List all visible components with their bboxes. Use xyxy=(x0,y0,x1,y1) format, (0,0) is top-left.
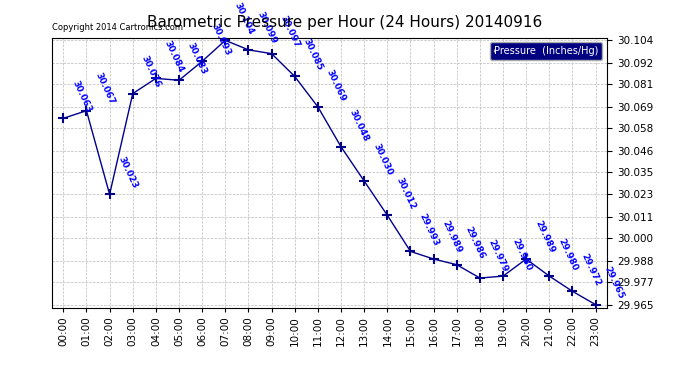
Text: Barometric Pressure per Hour (24 Hours) 20140916: Barometric Pressure per Hour (24 Hours) … xyxy=(148,15,542,30)
Text: 29.993: 29.993 xyxy=(417,212,440,247)
Text: 29.979: 29.979 xyxy=(487,238,510,274)
Text: 30.099: 30.099 xyxy=(255,10,278,46)
Text: 29.986: 29.986 xyxy=(464,225,486,261)
Legend: Pressure  (Inches/Hg): Pressure (Inches/Hg) xyxy=(490,42,602,60)
Text: 30.063: 30.063 xyxy=(70,79,93,114)
Text: 29.965: 29.965 xyxy=(602,265,625,300)
Text: 30.097: 30.097 xyxy=(279,14,302,50)
Text: 30.084: 30.084 xyxy=(163,39,186,74)
Text: 30.023: 30.023 xyxy=(117,155,139,190)
Text: 29.989: 29.989 xyxy=(533,219,556,255)
Text: 30.067: 30.067 xyxy=(93,72,116,106)
Text: 30.104: 30.104 xyxy=(233,1,255,36)
Text: 30.048: 30.048 xyxy=(348,108,371,142)
Text: 30.030: 30.030 xyxy=(371,142,394,177)
Text: Copyright 2014 Cartronics.com: Copyright 2014 Cartronics.com xyxy=(52,23,183,32)
Text: 30.076: 30.076 xyxy=(139,54,162,89)
Text: 30.012: 30.012 xyxy=(394,176,417,211)
Text: 29.980: 29.980 xyxy=(510,237,533,272)
Text: 30.069: 30.069 xyxy=(325,68,348,103)
Text: 30.083: 30.083 xyxy=(186,41,208,76)
Text: 29.972: 29.972 xyxy=(580,252,602,287)
Text: 29.989: 29.989 xyxy=(441,219,464,255)
Text: 30.085: 30.085 xyxy=(302,38,324,72)
Text: 30.093: 30.093 xyxy=(209,22,232,57)
Text: 29.980: 29.980 xyxy=(556,237,579,272)
